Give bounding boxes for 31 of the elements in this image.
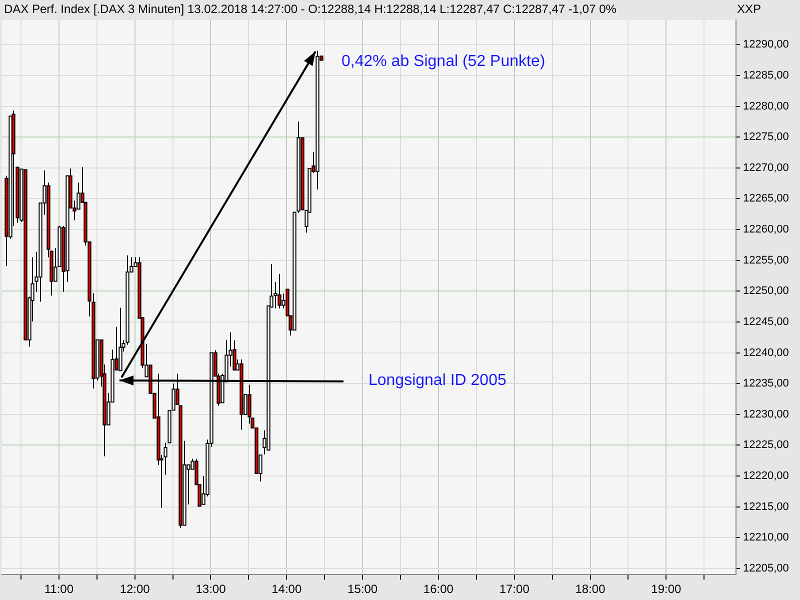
- y-tick-label: 12210,00: [743, 532, 789, 544]
- y-tick-label: 12270,00: [743, 162, 789, 174]
- y-tick-label: 12265,00: [743, 192, 789, 205]
- y-tick-label: 12215,00: [743, 500, 789, 513]
- x-tick-label: 11:00: [44, 582, 74, 596]
- x-tick-label: 14:00: [272, 582, 302, 596]
- x-tick-label: 16:00: [423, 582, 454, 596]
- y-tick-label: 12245,00: [743, 316, 789, 328]
- annotation: Longsignal ID 2005: [368, 372, 506, 389]
- annotation: 0,42% ab Signal (52 Punkte): [341, 52, 546, 70]
- x-tick-label: 18:00: [575, 582, 606, 596]
- x-tick-label: 17:00: [499, 582, 530, 596]
- y-tick-label: 12230,00: [743, 408, 789, 420]
- text: XXP: [737, 1, 762, 18]
- y-tick-label: 12290,00: [743, 38, 789, 51]
- y-tick-label: 12285,00: [743, 69, 789, 82]
- y-tick-label: 12280,00: [743, 100, 789, 112]
- y-tick-label: 12255,00: [743, 254, 789, 266]
- chart-title: DAX Perf. Index [.DAX 3 Minuten] 13.02.2018 14:27:00 - O:12288,14 H:12288,14 L:12287,47 C:12287,47 -1,07 0%: [3, 1, 618, 18]
- y-tick-label: 12260,00: [743, 224, 789, 236]
- y-tick-label: 12250,00: [743, 285, 789, 298]
- x-tick-label: 19:00: [651, 582, 682, 596]
- y-tick-label: 12275,00: [743, 131, 789, 144]
- x-tick-label: 15:00: [348, 582, 378, 596]
- y-tick-label: 12240,00: [743, 346, 789, 359]
- x-tick-label: 13:00: [196, 582, 226, 596]
- y-tick-label: 12220,00: [743, 470, 789, 482]
- y-tick-label: 12225,00: [743, 439, 789, 452]
- x-tick-label: 12:00: [120, 582, 150, 596]
- y-tick-label: 12235,00: [743, 378, 789, 390]
- y-tick-label: 12205,00: [743, 562, 789, 574]
